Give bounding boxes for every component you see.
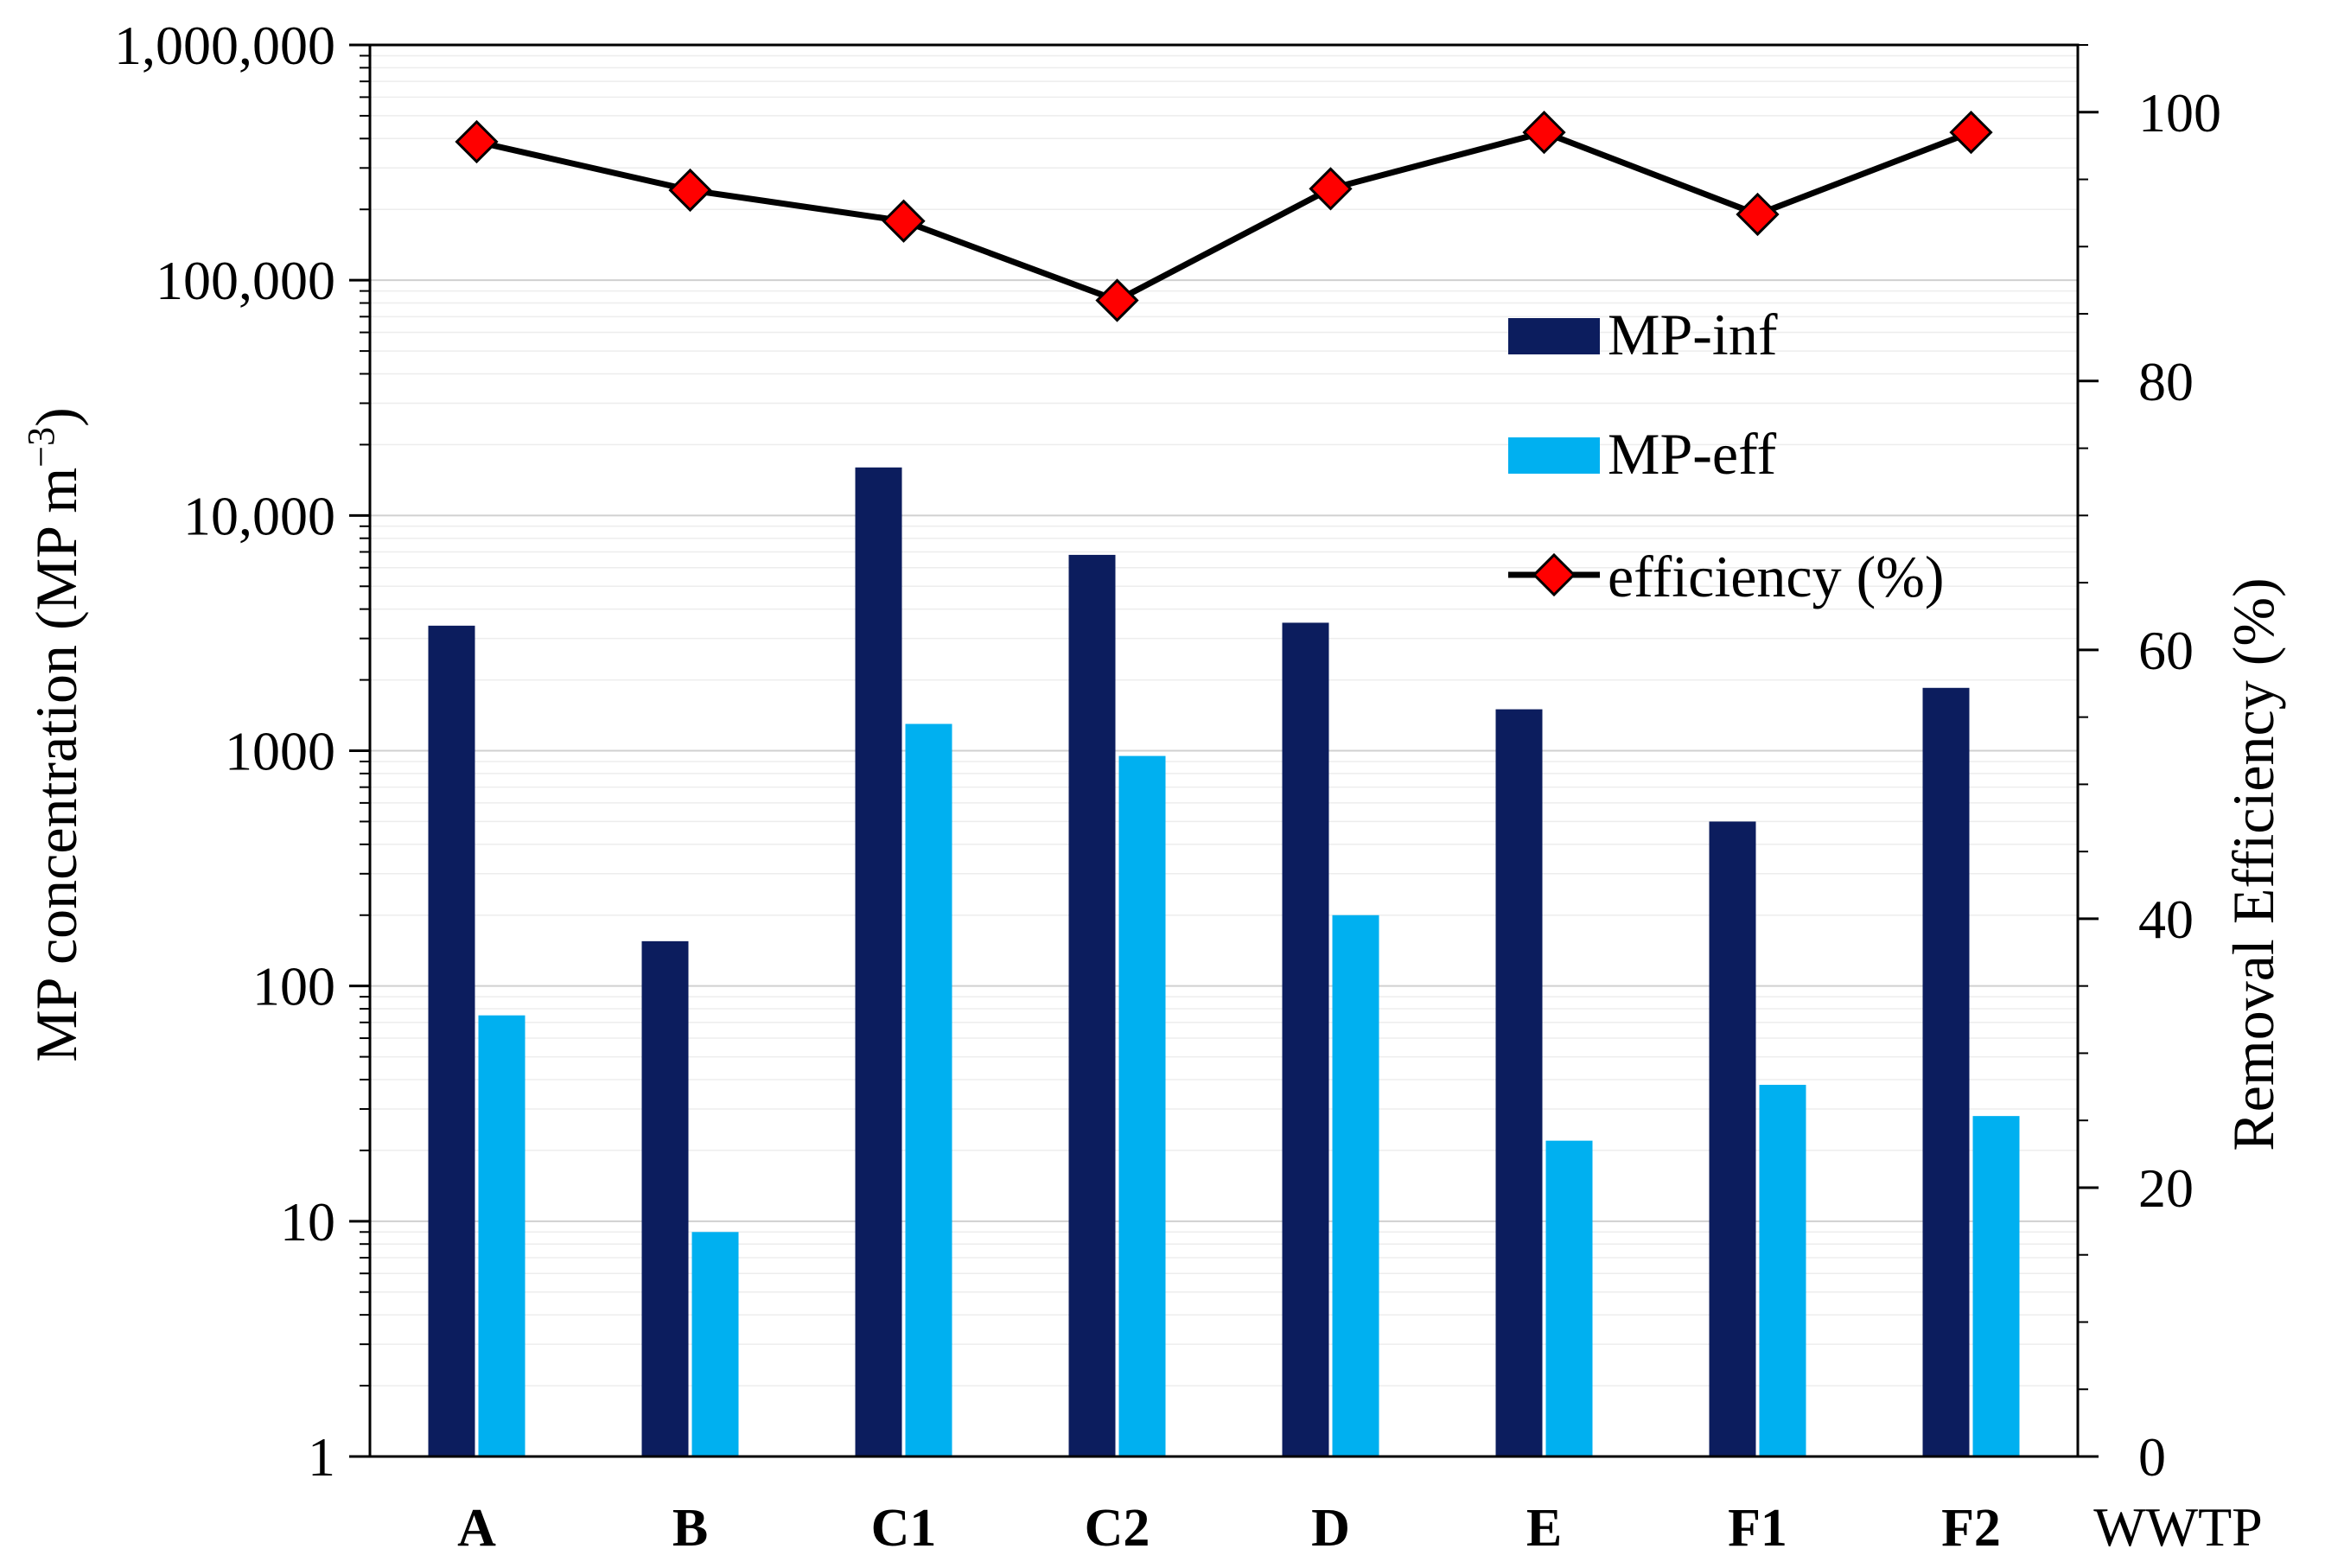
bar-mp-eff [1759, 1085, 1806, 1456]
legend-swatch-mp-eff [1508, 437, 1600, 474]
x-tick-label: C2 [1085, 1499, 1150, 1558]
x-tick-label: F2 [1941, 1499, 2001, 1558]
bar-mp-eff [1332, 915, 1379, 1456]
ticks: 1 10 100 1000 10,000 100,000 1,000,000 0 20 40 60 8… [114, 15, 2221, 1558]
y2-tick-label: 100 [2138, 82, 2221, 143]
bar-mp-eff [478, 1015, 526, 1456]
bar-mp-eff [905, 723, 952, 1456]
y-tick-label: 100 [252, 956, 335, 1017]
efficiency-line [455, 110, 1993, 322]
bar-mp-eff [1545, 1140, 1593, 1456]
axis-labels: MP concentration (MP m−3) Removal Effici… [20, 407, 2286, 1558]
legend: MP-inf MP-eff efficiency (%) [1508, 302, 1945, 609]
efficiency-marker [1309, 167, 1353, 211]
bar-mp-inf [1068, 554, 1116, 1456]
y-tick-label: 1,000,000 [114, 15, 335, 76]
legend-marker-efficiency [1532, 552, 1577, 597]
x-tick-label: C1 [871, 1499, 937, 1558]
bar-mp-inf [641, 940, 689, 1456]
bars [428, 467, 2020, 1456]
x-tick-label: D [1311, 1499, 1350, 1558]
efficiency-series-line [475, 129, 1972, 303]
y2-axis-title: Removal Efficiency (%) [2220, 577, 2286, 1151]
bar-mp-inf [855, 467, 902, 1456]
efficiency-marker [1522, 110, 1566, 155]
bar-mp-inf [428, 625, 475, 1456]
y-tick-label: 1 [308, 1426, 335, 1488]
x-tick-label: F1 [1728, 1499, 1787, 1558]
bar-mp-inf [1282, 622, 1329, 1456]
x-tick-label: A [457, 1499, 496, 1558]
bar-mp-eff [1972, 1116, 2020, 1456]
x-tick-label: B [672, 1499, 708, 1558]
bar-mp-eff [691, 1232, 739, 1456]
legend-label-efficiency: efficiency (%) [1608, 544, 1945, 609]
efficiency-marker [1736, 192, 1780, 237]
legend-label-mp-eff: MP-eff [1608, 421, 1777, 487]
legend-swatch-mp-inf [1508, 318, 1600, 354]
bar-mp-eff [1118, 755, 1166, 1456]
efficiency-marker [1949, 110, 1993, 155]
y2-tick-label: 20 [2138, 1157, 2194, 1219]
legend-label-mp-inf: MP-inf [1608, 302, 1778, 367]
y2-tick-label: 0 [2138, 1426, 2166, 1488]
grid-lines [370, 54, 2078, 1386]
bar-mp-inf [1709, 821, 1756, 1456]
efficiency-marker [1095, 278, 1139, 322]
efficiency-marker [882, 199, 926, 243]
y-tick-label: 10 [280, 1191, 335, 1252]
efficiency-marker [668, 168, 712, 213]
bar-mp-inf [1922, 687, 1970, 1456]
y-axis-title: MP concentration (MP m−3) [20, 407, 89, 1062]
y2-tick-label: 40 [2138, 889, 2194, 950]
x-tick-label: E [1526, 1499, 1562, 1558]
x-axis-title: WWTP [2093, 1496, 2263, 1558]
y-tick-label: 100,000 [156, 250, 335, 311]
y2-tick-label: 60 [2138, 620, 2194, 681]
bar-mp-inf [1495, 709, 1543, 1456]
efficiency-marker [455, 119, 499, 164]
y2-tick-label: 80 [2138, 351, 2194, 412]
y-tick-label: 10,000 [183, 485, 335, 546]
y-tick-label: 1000 [225, 721, 335, 782]
